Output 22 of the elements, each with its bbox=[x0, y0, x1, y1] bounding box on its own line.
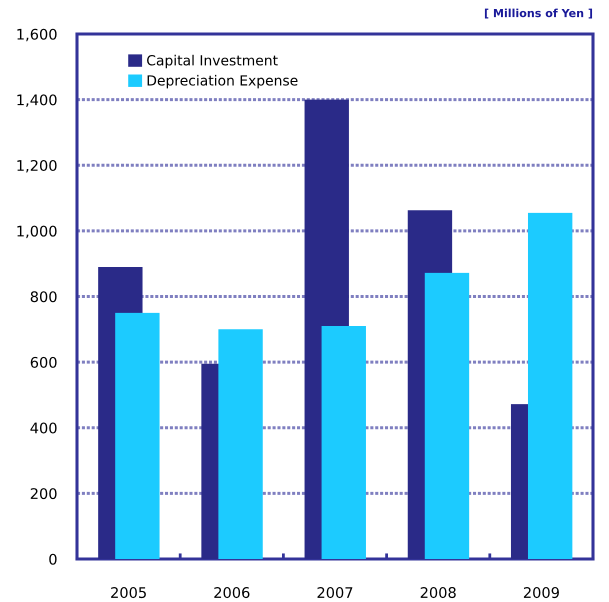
y-tick-label: 1,200 bbox=[17, 160, 57, 172]
bar bbox=[424, 272, 470, 559]
bar bbox=[115, 312, 160, 559]
y-tick-label: 1,400 bbox=[17, 94, 57, 107]
bar bbox=[322, 326, 366, 559]
bar bbox=[528, 212, 572, 559]
y-tick-label: 600 bbox=[30, 356, 57, 368]
text: [ Millions of Yen ] bbox=[484, 8, 592, 19]
x-tick-label: 2006 bbox=[214, 587, 250, 598]
y-tick-label: 0 bbox=[49, 554, 57, 565]
legend-label: Depreciation Expense bbox=[148, 74, 298, 88]
y-tick-label: 1,600 bbox=[17, 28, 57, 42]
x-tick-label: 2009 bbox=[524, 587, 559, 598]
y-tick-label: 1,000 bbox=[17, 226, 57, 238]
x-tick-label: 2005 bbox=[111, 587, 146, 598]
x-tick-label: 2008 bbox=[420, 587, 456, 598]
legend-label: Capital Investment bbox=[147, 54, 278, 68]
y-tick-label: 200 bbox=[30, 488, 57, 500]
y-tick-label: 400 bbox=[30, 422, 57, 434]
x-tick-label: 2007 bbox=[318, 587, 352, 598]
bar bbox=[218, 329, 263, 559]
y-tick-label: 800 bbox=[30, 291, 57, 302]
